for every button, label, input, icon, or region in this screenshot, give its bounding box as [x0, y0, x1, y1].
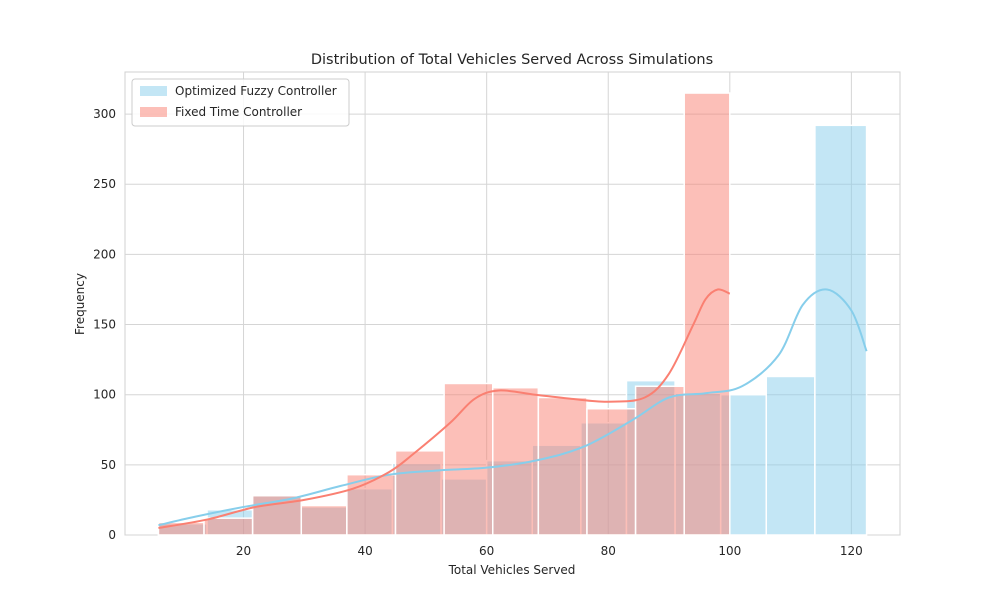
x-axis-label: Total Vehicles Served	[448, 563, 576, 577]
bar-fixed-1	[203, 517, 254, 536]
y-tick-label: 50	[101, 458, 116, 472]
x-tick-label: 60	[479, 544, 494, 558]
legend-label-fuzzy: Optimized Fuzzy Controller	[175, 84, 337, 98]
bar-fixed-8	[537, 396, 588, 536]
y-tick-label: 300	[93, 107, 116, 121]
bar-fixed-9	[586, 407, 637, 536]
bar-fuzzy-13	[765, 375, 816, 536]
y-tick-label: 0	[108, 528, 116, 542]
bar-fuzzy-14	[814, 124, 868, 536]
y-tick-label: 150	[93, 318, 116, 332]
x-tick-label: 80	[601, 544, 616, 558]
legend-swatch-fixed	[140, 107, 167, 117]
bar-fixed-4	[346, 473, 397, 536]
y-tick-label: 100	[93, 388, 116, 402]
chart-title: Distribution of Total Vehicles Served Ac…	[311, 52, 713, 68]
legend-box	[131, 78, 350, 127]
x-tick-label: 20	[236, 544, 251, 558]
bar-fixed-5	[394, 450, 445, 536]
bar-fixed-10	[634, 385, 685, 536]
y-axis-label: Frequency	[73, 273, 87, 335]
y-tick-label: 250	[93, 177, 116, 191]
kde-line-fixed	[158, 288, 731, 529]
x-tick-label: 120	[840, 544, 863, 558]
legend-swatch-fuzzy	[140, 86, 167, 96]
legend: Optimized Fuzzy Controller Fixed Time Con…	[131, 78, 350, 127]
legend-label-fixed: Fixed Time Controller	[175, 105, 302, 119]
bar-fixed-3	[300, 504, 348, 536]
y-tick-label: 200	[93, 247, 116, 261]
x-tick-label: 100	[718, 544, 741, 558]
x-tick-label: 40	[357, 544, 372, 558]
bar-fixed-11	[683, 92, 731, 536]
kde-line-fuzzy	[158, 288, 868, 527]
bar-fixed-6	[443, 382, 494, 536]
